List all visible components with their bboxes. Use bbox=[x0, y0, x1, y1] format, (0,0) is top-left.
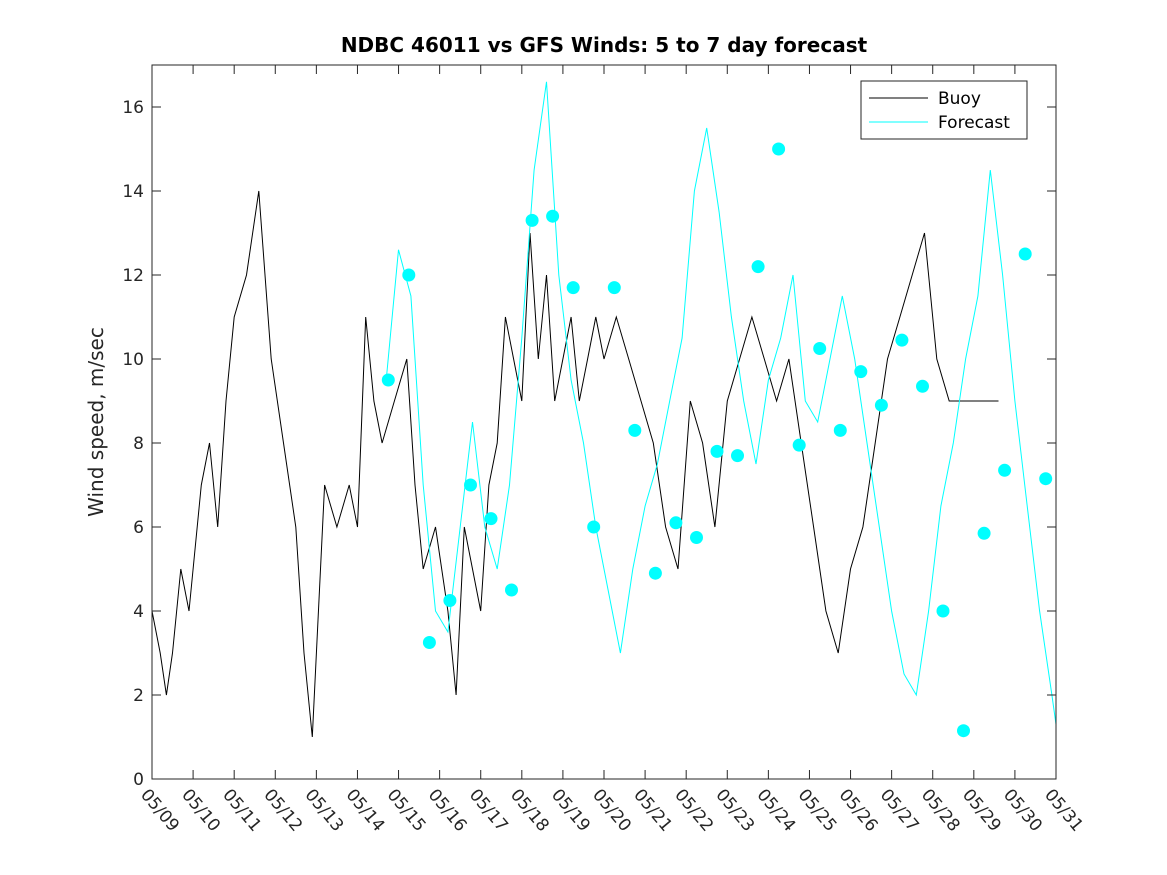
y-tick-label: 14 bbox=[122, 182, 144, 202]
y-axis-label: Wind speed, m/sec bbox=[84, 327, 108, 517]
legend-forecast-label: Forecast bbox=[938, 113, 1010, 133]
forecast-markers bbox=[381, 142, 1053, 738]
forecast-marker bbox=[1039, 472, 1053, 486]
forecast-marker bbox=[772, 142, 786, 156]
chart-title: NDBC 46011 vs GFS Winds: 5 to 7 day fore… bbox=[341, 33, 868, 57]
y-tick-label: 10 bbox=[122, 350, 144, 370]
y-axis-ticks: 0 2 4 6 8 10 12 14 16 bbox=[122, 98, 1056, 790]
legend: Buoy Forecast bbox=[860, 80, 1028, 140]
forecast-marker bbox=[1018, 247, 1032, 261]
forecast-marker bbox=[957, 724, 970, 738]
forecast-marker bbox=[566, 281, 580, 295]
y-tick-label: 4 bbox=[133, 602, 144, 622]
y-tick-label: 0 bbox=[133, 770, 144, 790]
legend-buoy-label: Buoy bbox=[938, 89, 981, 109]
forecast-marker bbox=[916, 379, 929, 393]
plot-area bbox=[152, 65, 1056, 779]
forecast-marker bbox=[587, 520, 601, 534]
forecast-marker bbox=[648, 566, 662, 580]
forecast-marker bbox=[381, 373, 395, 387]
forecast-marker bbox=[628, 423, 642, 437]
y-tick-label: 12 bbox=[122, 266, 144, 286]
forecast-marker bbox=[731, 449, 744, 463]
forecast-marker bbox=[751, 260, 765, 274]
forecast-marker bbox=[813, 342, 827, 355]
forecast-marker bbox=[669, 516, 683, 530]
y-tick-label: 16 bbox=[122, 98, 144, 118]
y-tick-label: 8 bbox=[133, 434, 144, 454]
y-tick-label: 6 bbox=[133, 518, 144, 538]
forecast-marker bbox=[710, 444, 724, 458]
forecast-series bbox=[385, 81, 1057, 725]
forecast-marker bbox=[998, 463, 1012, 477]
forecast-marker bbox=[422, 636, 436, 649]
legend-box bbox=[860, 80, 1028, 140]
forecast-marker bbox=[690, 531, 703, 544]
forecast-marker bbox=[607, 281, 621, 295]
forecast-marker bbox=[792, 438, 806, 452]
forecast-marker bbox=[484, 512, 498, 526]
forecast-marker bbox=[402, 268, 416, 282]
forecast-marker bbox=[936, 604, 950, 618]
forecast-marker bbox=[833, 423, 847, 437]
forecast-line bbox=[385, 81, 1057, 725]
forecast-marker bbox=[505, 583, 518, 597]
forecast-marker bbox=[546, 209, 560, 223]
forecast-marker bbox=[977, 526, 991, 540]
buoy-line bbox=[151, 190, 999, 738]
forecast-marker bbox=[874, 398, 888, 412]
forecast-marker bbox=[854, 365, 868, 379]
y-tick-label: 2 bbox=[133, 686, 144, 706]
forecast-marker bbox=[443, 594, 457, 607]
forecast-marker bbox=[895, 333, 909, 347]
forecast-marker bbox=[525, 213, 539, 227]
buoy-series bbox=[151, 190, 999, 738]
forecast-marker bbox=[464, 478, 477, 492]
